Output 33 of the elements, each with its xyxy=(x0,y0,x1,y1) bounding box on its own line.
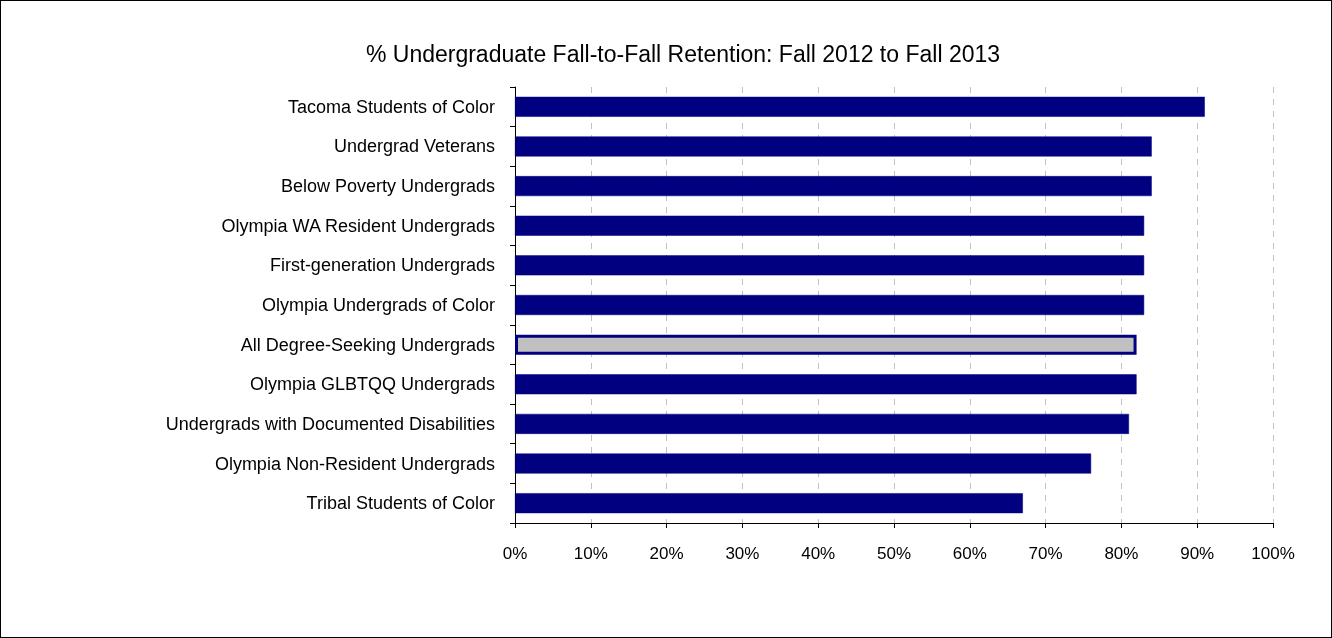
y-tick-label: Below Poverty Undergrads xyxy=(280,176,495,197)
x-tick-label: 90% xyxy=(1180,544,1215,563)
x-tick-label: 50% xyxy=(876,544,912,563)
y-tick-label: Undergrad Veterans xyxy=(333,136,495,157)
bar xyxy=(515,374,1137,395)
y-tick-label: Tribal Students of Color xyxy=(306,493,495,514)
bar xyxy=(515,493,1023,514)
x-tick-label: 30% xyxy=(725,544,760,563)
bar xyxy=(515,136,1152,157)
bar xyxy=(515,295,1145,315)
y-tick-label: Tacoma Students of Color xyxy=(287,96,495,117)
bar xyxy=(515,96,1205,117)
y-tick-label: All Degree-Seeking Undergrads xyxy=(240,334,495,355)
bar xyxy=(515,176,1152,197)
x-tick-label: 0% xyxy=(502,544,528,563)
y-tick-label: Undergrads with Documented Disabilities xyxy=(165,413,495,434)
y-tick-label: Olympia Undergrads of Color xyxy=(261,295,495,315)
bar xyxy=(515,413,1129,434)
bar xyxy=(515,215,1145,236)
y-tick-label: Olympia WA Resident Undergrads xyxy=(221,215,495,236)
x-tick-label: 100% xyxy=(1251,544,1295,563)
x-tick-label: 20% xyxy=(649,544,684,563)
chart-title: % Undergraduate Fall-to-Fall Retention: Fall 2012 to Fall 2013 xyxy=(365,40,1001,67)
x-tick-label: 60% xyxy=(952,544,987,563)
x-tick-label: 80% xyxy=(1104,544,1139,563)
x-tick-label: 10% xyxy=(573,544,608,563)
y-tick-label: First-generation Undergrads xyxy=(269,255,495,276)
bar xyxy=(515,255,1145,276)
bar xyxy=(515,453,1092,474)
y-tick-label: Olympia Non-Resident Undergrads xyxy=(214,453,495,474)
x-tick-label: 70% xyxy=(1028,544,1063,563)
x-tick-label: 40% xyxy=(801,544,836,563)
y-tick-label: Olympia GLBTQQ Undergrads xyxy=(249,374,495,395)
